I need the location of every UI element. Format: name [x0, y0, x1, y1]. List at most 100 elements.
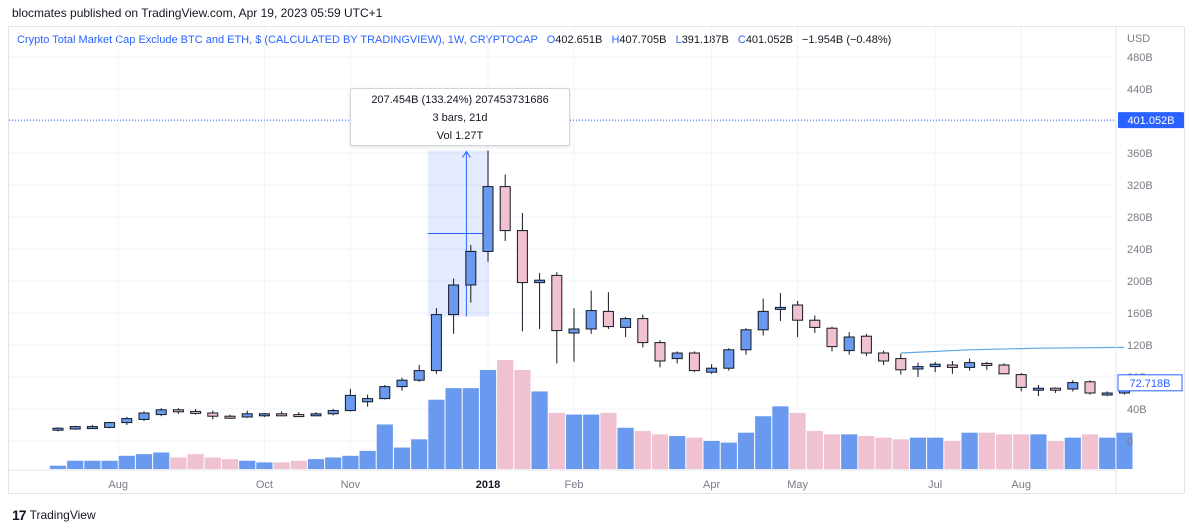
open-value: 402.651B [555, 34, 603, 46]
candle-body [671, 352, 683, 360]
candle [465, 245, 477, 303]
volume-bar [892, 439, 909, 469]
axes: USD480B440B400B360B320B280B240B200B160B1… [9, 27, 1184, 493]
volume-bar [256, 462, 273, 469]
x-tick-label: May [787, 479, 808, 491]
candle-body [86, 426, 98, 430]
volume-bar [273, 462, 290, 469]
candle [981, 361, 993, 370]
candle [362, 394, 374, 407]
candle [52, 427, 64, 432]
candle-body [843, 336, 855, 352]
symbol-title[interactable]: Crypto Total Market Cap Exclude BTC and … [17, 34, 538, 46]
footer-brand[interactable]: TradingView [29, 508, 96, 522]
candle-body [396, 379, 408, 388]
candle-body [344, 394, 356, 412]
volume-bar [772, 406, 789, 469]
change-value: −1.954B (−0.48%) [801, 34, 892, 46]
candle [344, 389, 356, 412]
y-tick-label: 200B [1127, 276, 1153, 288]
candle-body [637, 318, 649, 344]
candle-body [241, 413, 253, 418]
candle-body [293, 414, 305, 418]
candle-body [1067, 382, 1079, 390]
low-value: 391.187B [681, 34, 729, 46]
x-tick-label: Oct [256, 479, 273, 491]
last-price-tag [1118, 112, 1184, 129]
candle [809, 315, 821, 333]
candle-body [104, 422, 116, 428]
volume-bar [479, 370, 497, 469]
x-tick-label: Apr [703, 479, 720, 491]
candle [946, 361, 958, 374]
volume-bar [944, 440, 961, 469]
candle [706, 364, 718, 374]
candle-body [310, 413, 322, 417]
y-tick-label: 480B [1127, 52, 1153, 64]
candle-body [69, 426, 81, 430]
candle [138, 411, 150, 421]
candle [826, 326, 838, 352]
x-tick-label: Aug [108, 479, 128, 491]
candle [190, 409, 202, 415]
candle-body [52, 427, 64, 431]
volume-bar [393, 447, 411, 469]
candle-body [602, 310, 614, 328]
candle [1067, 380, 1079, 392]
candle-body [276, 413, 288, 417]
volume-bar [651, 434, 669, 469]
volume-bar [1013, 434, 1030, 469]
candle [104, 421, 116, 429]
candle-body [258, 413, 270, 417]
candle-body [190, 410, 202, 414]
close-label: C [737, 34, 746, 46]
candle-body [723, 349, 735, 369]
candle [568, 308, 580, 362]
volume-bar [1116, 432, 1133, 469]
y-tick-label: 280B [1127, 212, 1153, 224]
candle-body [379, 386, 391, 400]
candle-body [1032, 387, 1044, 391]
candle-body [1050, 387, 1062, 391]
x-tick-label: 2018 [476, 479, 500, 491]
candle [620, 317, 632, 337]
candle-body [895, 358, 907, 371]
volume-bar [445, 388, 462, 469]
volume-bar [204, 457, 221, 469]
volume-bar [720, 442, 737, 469]
candle-body [688, 352, 700, 372]
candle [688, 351, 700, 373]
y-tick-label: 320B [1127, 180, 1153, 192]
y-tick-label: 240B [1127, 244, 1153, 256]
volume-bar [909, 437, 927, 469]
volume-bar [531, 391, 548, 469]
volume-bar [737, 432, 755, 469]
candle-body [155, 409, 167, 416]
volume-bar [67, 460, 84, 469]
x-tick-label: Aug [1011, 479, 1031, 491]
candle-body [998, 364, 1010, 375]
chart-frame[interactable] [8, 26, 1185, 494]
candle [878, 350, 890, 365]
volume-bar [789, 412, 806, 469]
candle [276, 411, 288, 417]
volume-bar [1030, 434, 1047, 469]
footer: 17 TradingView [12, 507, 96, 523]
candle-body [826, 327, 838, 348]
volume-bar [1047, 440, 1064, 469]
candle [448, 278, 460, 334]
candle-body [878, 352, 890, 362]
candle-body [121, 418, 133, 424]
candle [241, 410, 253, 418]
volume-bar [170, 457, 187, 469]
volume-bar [514, 370, 531, 469]
volume-bar [359, 450, 376, 469]
candle [843, 332, 855, 355]
candle [723, 348, 735, 371]
candle-body [448, 284, 460, 316]
candle [895, 353, 907, 375]
candle [774, 293, 786, 321]
volume-bar [703, 440, 720, 469]
y-tick-label: 120B [1127, 340, 1153, 352]
